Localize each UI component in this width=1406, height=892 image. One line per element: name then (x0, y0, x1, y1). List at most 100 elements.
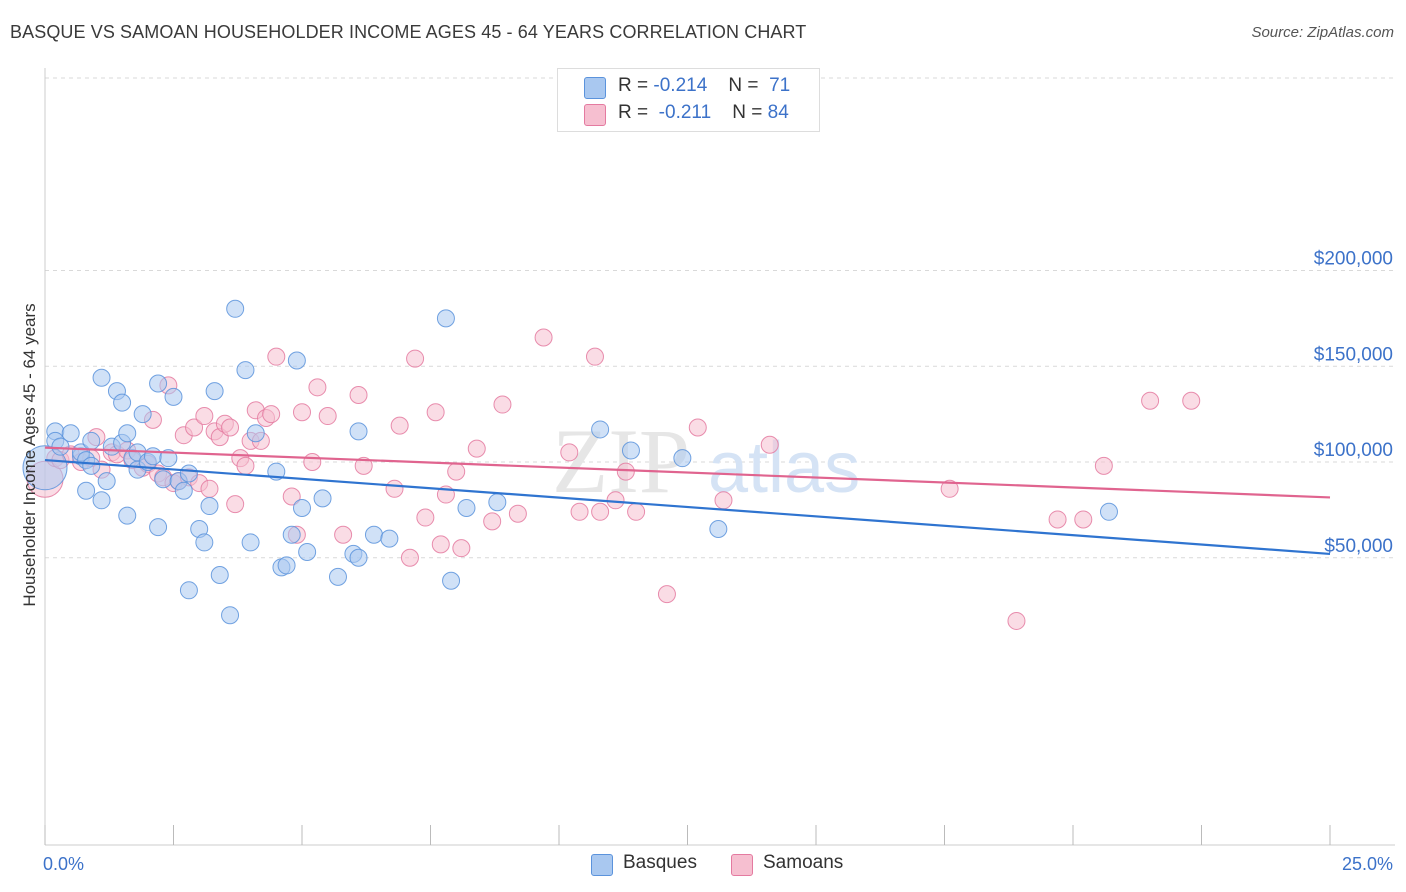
basque-point (179, 581, 198, 600)
basque-point (179, 464, 198, 483)
samoan-point (452, 539, 471, 558)
samoan-point (236, 456, 255, 475)
samoan-point (282, 487, 301, 506)
basque-point (380, 529, 399, 548)
samoan-n-label: N = (732, 102, 763, 123)
basque-n-label: N = (728, 75, 759, 96)
basque-point (236, 361, 255, 380)
samoan-point (400, 548, 419, 567)
basque-n-value: 71 (769, 75, 791, 96)
samoan-point (688, 418, 707, 437)
watermark-atlas: atlas (708, 428, 860, 508)
samoan-point (334, 525, 353, 544)
basque-legend-label: Basques (623, 852, 697, 873)
x-tick-labels: 0.0% 25.0% (43, 854, 1393, 874)
chart-title: BASQUE VS SAMOAN HOUSEHOLDER INCOME AGES… (10, 22, 807, 42)
y-tick-labels: $50,000 $100,000 $150,000 $200,000 (1314, 249, 1393, 557)
samoan-point (221, 418, 240, 437)
samoan-point (416, 508, 435, 527)
basque-point (298, 543, 317, 562)
samoan-point (534, 328, 553, 347)
samoan-point (385, 479, 404, 498)
samoan-point (591, 502, 610, 521)
trend-lines (44, 446, 1331, 556)
basque-point (61, 424, 80, 443)
samoan-legend-swatch (731, 854, 753, 876)
samoan-point (1007, 611, 1026, 630)
y-tick-label: $200,000 (1314, 249, 1393, 270)
samoan-point (262, 405, 281, 424)
basque-point (488, 493, 507, 512)
basque-point (143, 447, 162, 466)
basque-point (246, 424, 265, 443)
samoan-point (467, 439, 486, 458)
basque-point (118, 424, 137, 443)
samoan-point (483, 512, 502, 531)
samoan-legend-label: Samoans (763, 852, 844, 873)
basque-legend-swatch (591, 854, 613, 876)
samoan-point (293, 403, 311, 422)
basque-point (118, 506, 137, 525)
samoan-point (657, 585, 676, 604)
samoan-point (200, 479, 219, 498)
basque-point (226, 299, 245, 318)
basque-point (205, 382, 224, 401)
samoan-point (627, 502, 646, 521)
samoan-point (1182, 391, 1201, 410)
samoan-r-label: R = (618, 102, 649, 123)
basque-point (82, 456, 101, 475)
samoan-point (940, 479, 959, 498)
samoan-point (1048, 510, 1067, 529)
basque-point (364, 525, 383, 544)
samoan-point (195, 407, 214, 426)
x-tick-label: 25.0% (1342, 854, 1393, 874)
basque-point (457, 498, 476, 517)
basque-trend-line (44, 458, 1331, 556)
samoan-point (508, 504, 527, 523)
basque-point (92, 491, 111, 510)
samoan-point (616, 462, 635, 481)
basque-point (51, 437, 70, 456)
basque-r-value: -0.214 (653, 75, 708, 96)
basque-point (709, 520, 728, 539)
samoan-point (267, 347, 286, 366)
basque-point (92, 368, 111, 387)
basque-r-label: R = (618, 75, 649, 96)
samoan-point (349, 385, 368, 404)
samoan-point (447, 462, 466, 481)
samoan-point (493, 395, 512, 414)
basque-point (293, 498, 311, 517)
samoan-point (585, 347, 604, 366)
basque-point (195, 533, 214, 552)
basque-point (133, 405, 152, 424)
samoan-point (1074, 510, 1093, 529)
y-axis-label: Householder Income Ages 45 - 64 years (20, 303, 39, 606)
basque-point (349, 422, 368, 441)
x-tick-label: 0.0% (43, 854, 84, 874)
basque-point (349, 548, 368, 567)
basque-point (621, 441, 640, 460)
samoan-point (318, 407, 337, 426)
basque-point (241, 533, 260, 552)
samoan-point (390, 416, 409, 435)
samoan-point (1094, 456, 1113, 475)
samoan-point (185, 418, 204, 437)
basque-point (113, 393, 132, 412)
source-credit: Source: ZipAtlas.com (1251, 24, 1394, 41)
basque-point (149, 374, 168, 393)
basque-point (277, 556, 296, 575)
basque-point (436, 309, 455, 328)
samoan-swatch (584, 104, 606, 126)
basque-point (591, 420, 610, 439)
correlation-legend: R = -0.214 N = 71 R = -0.211 N = 84 (557, 68, 820, 132)
y-tick-label: $150,000 (1314, 344, 1393, 365)
basque-point (210, 565, 229, 584)
samoan-point (406, 349, 425, 368)
basque-point (442, 571, 461, 590)
samoan-point (760, 435, 779, 454)
samoan-point (560, 443, 579, 462)
basque-point (1099, 502, 1118, 521)
samoan-point (226, 495, 245, 514)
samoan-point (1141, 391, 1160, 410)
